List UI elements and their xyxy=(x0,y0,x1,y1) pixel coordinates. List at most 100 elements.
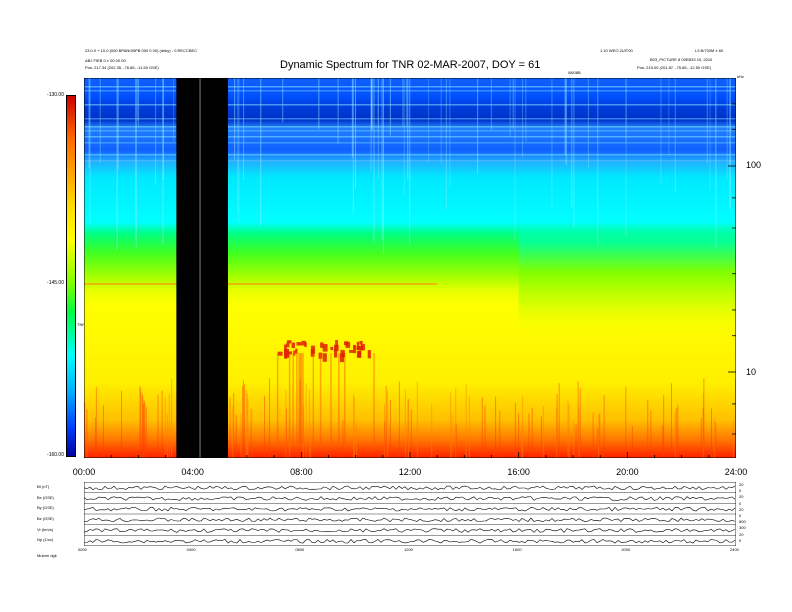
emission-column xyxy=(729,78,731,207)
low-frequency-noise xyxy=(250,408,252,458)
low-frequency-noise xyxy=(675,407,677,458)
low-frequency-noise xyxy=(540,416,542,458)
red-hotspot xyxy=(339,353,344,363)
red-hotspot xyxy=(287,351,292,355)
mag-x-tick-label: 1200 xyxy=(404,547,413,552)
low-frequency-noise xyxy=(451,413,453,458)
red-hotspot xyxy=(301,340,306,346)
mag-axis-label: 20 xyxy=(739,506,744,512)
low-frequency-noise xyxy=(264,395,266,458)
low-frequency-noise xyxy=(468,395,470,458)
mag-row-label: Vr (km/s) xyxy=(37,526,54,532)
low-frequency-noise xyxy=(711,408,713,458)
low-frequency-noise xyxy=(385,385,387,458)
mag-trace xyxy=(84,517,736,523)
low-frequency-noise xyxy=(592,412,594,458)
emission-column xyxy=(88,78,90,169)
emission-column xyxy=(477,78,479,175)
low-frequency-noise xyxy=(231,406,233,458)
low-frequency-noise xyxy=(573,419,575,458)
red-hotspot xyxy=(330,346,334,351)
emission-column xyxy=(587,78,589,168)
emission-column xyxy=(337,78,339,144)
hotspot-streak xyxy=(373,353,375,443)
emission-column xyxy=(726,78,728,181)
red-hotspot xyxy=(359,340,363,345)
colorbar-tick-top: -130.00 xyxy=(47,92,64,98)
low-frequency-noise xyxy=(246,393,248,458)
mag-x-tick-label: 0800 xyxy=(295,547,305,552)
emission-column xyxy=(571,78,573,208)
mag-trace xyxy=(84,528,736,533)
red-hotspot xyxy=(277,351,283,356)
mag-trace xyxy=(84,485,736,491)
low-frequency-noise xyxy=(140,388,142,458)
emission-column xyxy=(116,78,118,250)
hotspot-streak xyxy=(302,353,304,443)
low-frequency-noise xyxy=(481,397,483,458)
emission-column xyxy=(135,78,137,242)
y-tick-100: 100 xyxy=(746,160,762,170)
emission-column xyxy=(381,78,383,241)
emission-column xyxy=(377,78,379,180)
spectral-streak xyxy=(84,130,736,132)
emission-column xyxy=(674,78,676,192)
hotspot-streak xyxy=(276,353,279,443)
low-frequency-noise xyxy=(235,414,237,458)
emission-column xyxy=(99,78,101,164)
x-tick-label: 20:00 xyxy=(616,467,639,477)
low-frequency-noise xyxy=(542,405,544,458)
low-frequency-noise xyxy=(161,390,163,458)
low-frequency-noise xyxy=(598,413,600,458)
low-frequency-noise xyxy=(578,407,580,458)
emission-column xyxy=(709,78,711,191)
low-frequency-noise xyxy=(229,397,231,458)
low-frequency-noise xyxy=(567,400,569,458)
low-frequency-noise xyxy=(310,426,312,458)
emission-column xyxy=(440,78,442,165)
red-hotspot xyxy=(304,342,307,347)
low-frequency-noise xyxy=(556,393,558,458)
low-frequency-noise xyxy=(384,421,386,458)
low-frequency-noise xyxy=(233,393,235,458)
emission-column xyxy=(522,78,524,158)
hotspot-streak xyxy=(296,353,298,443)
emission-column xyxy=(117,78,119,170)
low-frequency-noise xyxy=(732,420,734,458)
low-frequency-noise xyxy=(354,397,356,458)
low-frequency-noise xyxy=(305,383,307,458)
spectral-streak xyxy=(84,104,736,106)
emission-column xyxy=(402,78,404,127)
low-frequency-noise xyxy=(302,405,304,458)
low-frequency-noise xyxy=(269,378,271,458)
red-hotspot xyxy=(367,350,371,359)
low-frequency-noise xyxy=(528,413,530,458)
hotspot-streak xyxy=(298,353,300,443)
header-position-left: Pos: 217.34 (202.35, -76.85, -11.59 GSE) xyxy=(85,65,159,70)
red-hotspot xyxy=(291,342,296,349)
emission-column xyxy=(389,78,391,136)
colorbar-tick-mid: -145.00 xyxy=(47,280,64,286)
low-frequency-noise xyxy=(102,404,104,458)
emission-column xyxy=(237,78,239,213)
low-frequency-noise xyxy=(650,410,652,458)
hotspot-streak xyxy=(330,353,332,443)
x-tick-label: 00:00 xyxy=(72,467,96,477)
low-frequency-noise xyxy=(404,389,406,458)
low-frequency-noise xyxy=(677,404,679,458)
low-frequency-noise xyxy=(662,425,664,458)
orange-emission-line xyxy=(84,283,438,285)
emission-column xyxy=(351,78,353,158)
low-frequency-noise xyxy=(521,426,523,458)
spectral-streak xyxy=(84,126,736,128)
low-frequency-noise xyxy=(599,413,601,458)
emission-column xyxy=(355,78,357,188)
emission-column xyxy=(409,78,411,245)
emission-column xyxy=(509,78,511,138)
spectral-streak xyxy=(84,118,736,120)
mag-trace xyxy=(84,538,736,544)
emission-column xyxy=(382,78,384,254)
red-hotspot xyxy=(335,340,338,349)
hotspot-streak xyxy=(312,353,315,443)
late-day-enhancement xyxy=(518,218,736,338)
